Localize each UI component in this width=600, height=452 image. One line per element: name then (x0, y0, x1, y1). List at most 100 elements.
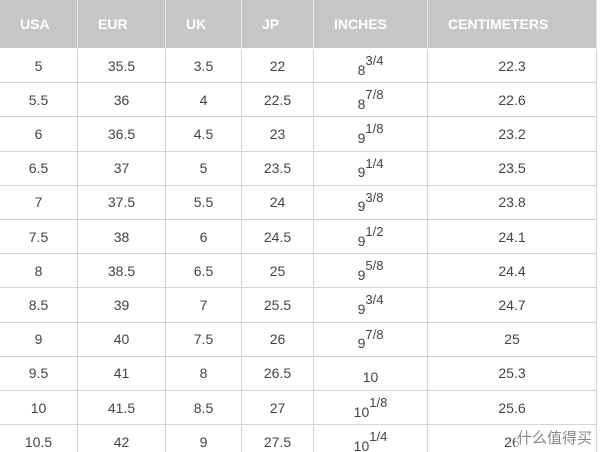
watermark: 什么值得买 (514, 427, 594, 448)
table-cell: 4 (166, 83, 242, 118)
table-cell: 3.5 (166, 49, 242, 84)
table-cell: 7 (0, 185, 78, 220)
inches-fraction: 3/8 (365, 189, 384, 205)
table-cell: 6.5 (0, 151, 78, 186)
inches-fraction: 1/8 (365, 121, 384, 137)
inches-whole: 9 (357, 300, 366, 317)
table-cell: 35.5 (78, 49, 166, 84)
header-cell: INCHES (314, 0, 428, 48)
table-cell: 26 (242, 322, 314, 357)
inches-cell: 9 1/8 (314, 117, 428, 152)
table-cell: 37 (78, 151, 166, 186)
inches-whole: 8 (357, 95, 366, 112)
table-cell: 4.5 (166, 117, 242, 152)
inches-cell: 9 3/8 (314, 185, 428, 220)
inches-fraction: 3/4 (365, 53, 384, 69)
table-cell: 25 (428, 322, 597, 357)
table-cell: 42 (78, 425, 166, 452)
table-cell: 7.5 (166, 322, 242, 357)
table-cell: 24 (242, 185, 314, 220)
table-cell: 38.5 (78, 254, 166, 289)
table-cell: 37.5 (78, 185, 166, 220)
inches-fraction: 3/4 (365, 292, 384, 308)
inches-cell: 9 7/8 (314, 322, 428, 357)
table-cell: 36.5 (78, 117, 166, 152)
table-cell: 7 (166, 288, 242, 323)
table-cell: 6 (166, 220, 242, 255)
table-cell: 9.5 (0, 356, 78, 391)
inches-cell: 9 3/4 (314, 288, 428, 323)
table-cell: 25.3 (428, 356, 597, 391)
inches-cell: 10 (314, 356, 428, 391)
table-cell: 6.5 (166, 254, 242, 289)
inches-fraction: 1/8 (369, 395, 388, 411)
inches-whole: 9 (357, 129, 366, 146)
inches-cell: 10 1/8 (314, 391, 428, 426)
table-cell: 6 (0, 117, 78, 152)
header-cell: EUR (78, 0, 166, 48)
table-cell: 8 (166, 356, 242, 391)
table-cell: 8 (0, 254, 78, 289)
inches-whole: 10 (362, 369, 379, 386)
table-cell: 8.5 (166, 391, 242, 426)
inches-whole: 8 (357, 61, 366, 78)
inches-cell: 8 7/8 (314, 83, 428, 118)
table-cell: 25.5 (242, 288, 314, 323)
inches-cell: 9 5/8 (314, 254, 428, 289)
table-cell: 10 (0, 391, 78, 426)
table-cell: 40 (78, 322, 166, 357)
header-cell: UK (166, 0, 242, 48)
inches-fraction: 7/8 (365, 87, 384, 103)
table-cell: 23 (242, 117, 314, 152)
table-cell: 9 (0, 322, 78, 357)
inches-cell: 10 1/4 (314, 425, 428, 452)
table-cell: 38 (78, 220, 166, 255)
inches-cell: 9 1/4 (314, 151, 428, 186)
table-cell: 9 (166, 425, 242, 452)
table-cell: 24.7 (428, 288, 597, 323)
inches-whole: 10 (353, 437, 370, 452)
table-cell: 22 (242, 49, 314, 84)
inches-whole: 10 (353, 403, 370, 420)
table-cell: 5.5 (0, 83, 78, 118)
inches-fraction: 1/2 (365, 224, 384, 240)
table-cell: 23.2 (428, 117, 597, 152)
inches-cell: 9 1/2 (314, 220, 428, 255)
header-cell: CENTIMETERS (428, 0, 597, 48)
table-cell: 23.5 (428, 151, 597, 186)
table-cell: 22.5 (242, 83, 314, 118)
header-cell: USA (0, 0, 78, 48)
table-cell: 5.5 (166, 185, 242, 220)
table-cell: 41 (78, 356, 166, 391)
table-cell: 24.1 (428, 220, 597, 255)
table-cell: 39 (78, 288, 166, 323)
table-cell: 7.5 (0, 220, 78, 255)
table-cell: 5 (0, 49, 78, 84)
table-cell: 23.5 (242, 151, 314, 186)
table-cell: 27 (242, 391, 314, 426)
inches-whole: 9 (357, 164, 366, 181)
table-cell: 24.4 (428, 254, 597, 289)
header-cell: JP (242, 0, 314, 48)
inches-whole: 9 (357, 266, 366, 283)
table-cell: 8.5 (0, 288, 78, 323)
inches-whole: 9 (357, 198, 366, 215)
table-cell: 24.5 (242, 220, 314, 255)
table-cell: 26.5 (242, 356, 314, 391)
table-cell: 23.8 (428, 185, 597, 220)
inches-fraction: 5/8 (365, 258, 384, 274)
table-cell: 27.5 (242, 425, 314, 452)
table-cell: 41.5 (78, 391, 166, 426)
inches-fraction: 1/4 (369, 429, 388, 445)
table-cell: 25.6 (428, 391, 597, 426)
inches-fraction: 7/8 (365, 326, 384, 342)
table-cell: 25 (242, 254, 314, 289)
inches-fraction: 1/4 (365, 155, 384, 171)
table-cell: 10.5 (0, 425, 78, 452)
inches-cell: 8 3/4 (314, 49, 428, 84)
table-cell: 5 (166, 151, 242, 186)
table-cell: 22.3 (428, 49, 597, 84)
table-cell: 36 (78, 83, 166, 118)
inches-whole: 9 (357, 232, 366, 249)
